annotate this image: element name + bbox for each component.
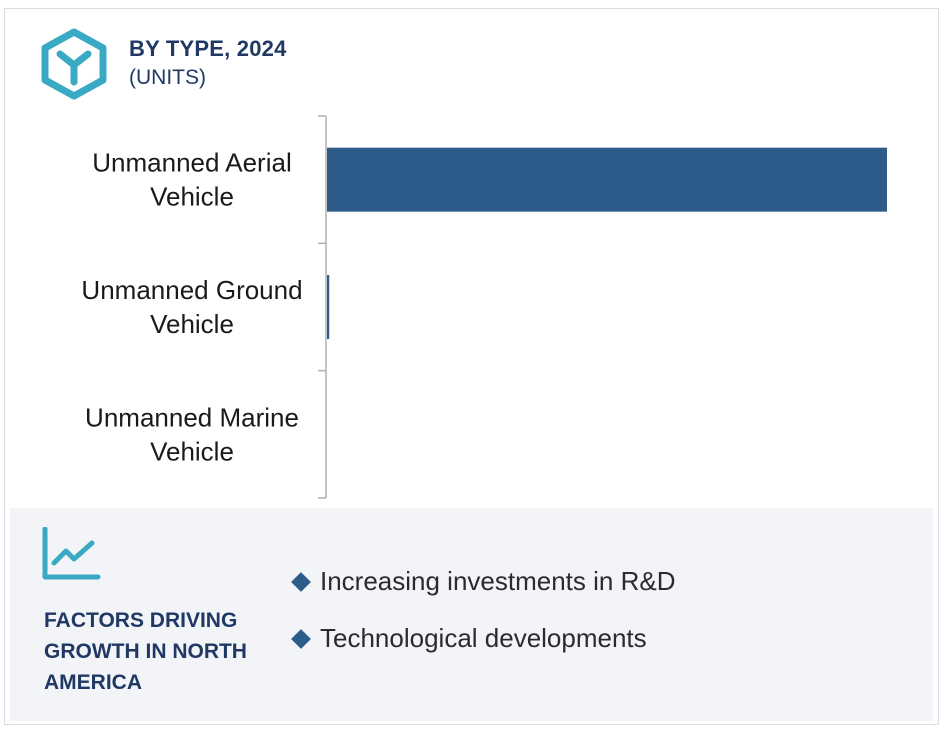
diamond-bullet-icon (291, 571, 311, 592)
factors-panel (10, 508, 933, 721)
factor-item: Increasing investments in R&D (291, 566, 675, 597)
category-label: Unmanned Marine Vehicle (85, 402, 299, 466)
factor-text: Technological developments (320, 623, 647, 653)
chart-subtitle: (UNITS) (129, 66, 206, 89)
factor-item: Technological developments (291, 623, 647, 654)
factors-title: FACTORS DRIVING GROWTH IN NORTH AMERICA (44, 609, 247, 694)
chart-title: BY TYPE, 2024 (129, 36, 287, 61)
diamond-bullet-icon (291, 628, 311, 649)
trend-line-icon (42, 527, 101, 580)
category-label: Unmanned Ground Vehicle (81, 275, 302, 339)
factor-text: Increasing investments in R&D (320, 566, 676, 596)
bar (327, 275, 330, 339)
category-label: Unmanned Aerial Vehicle (92, 148, 291, 212)
box-icon (41, 28, 107, 100)
bar-chart: Unmanned Aerial Vehicle Unmanned Ground Veh… (81, 115, 887, 499)
bar (327, 147, 887, 212)
